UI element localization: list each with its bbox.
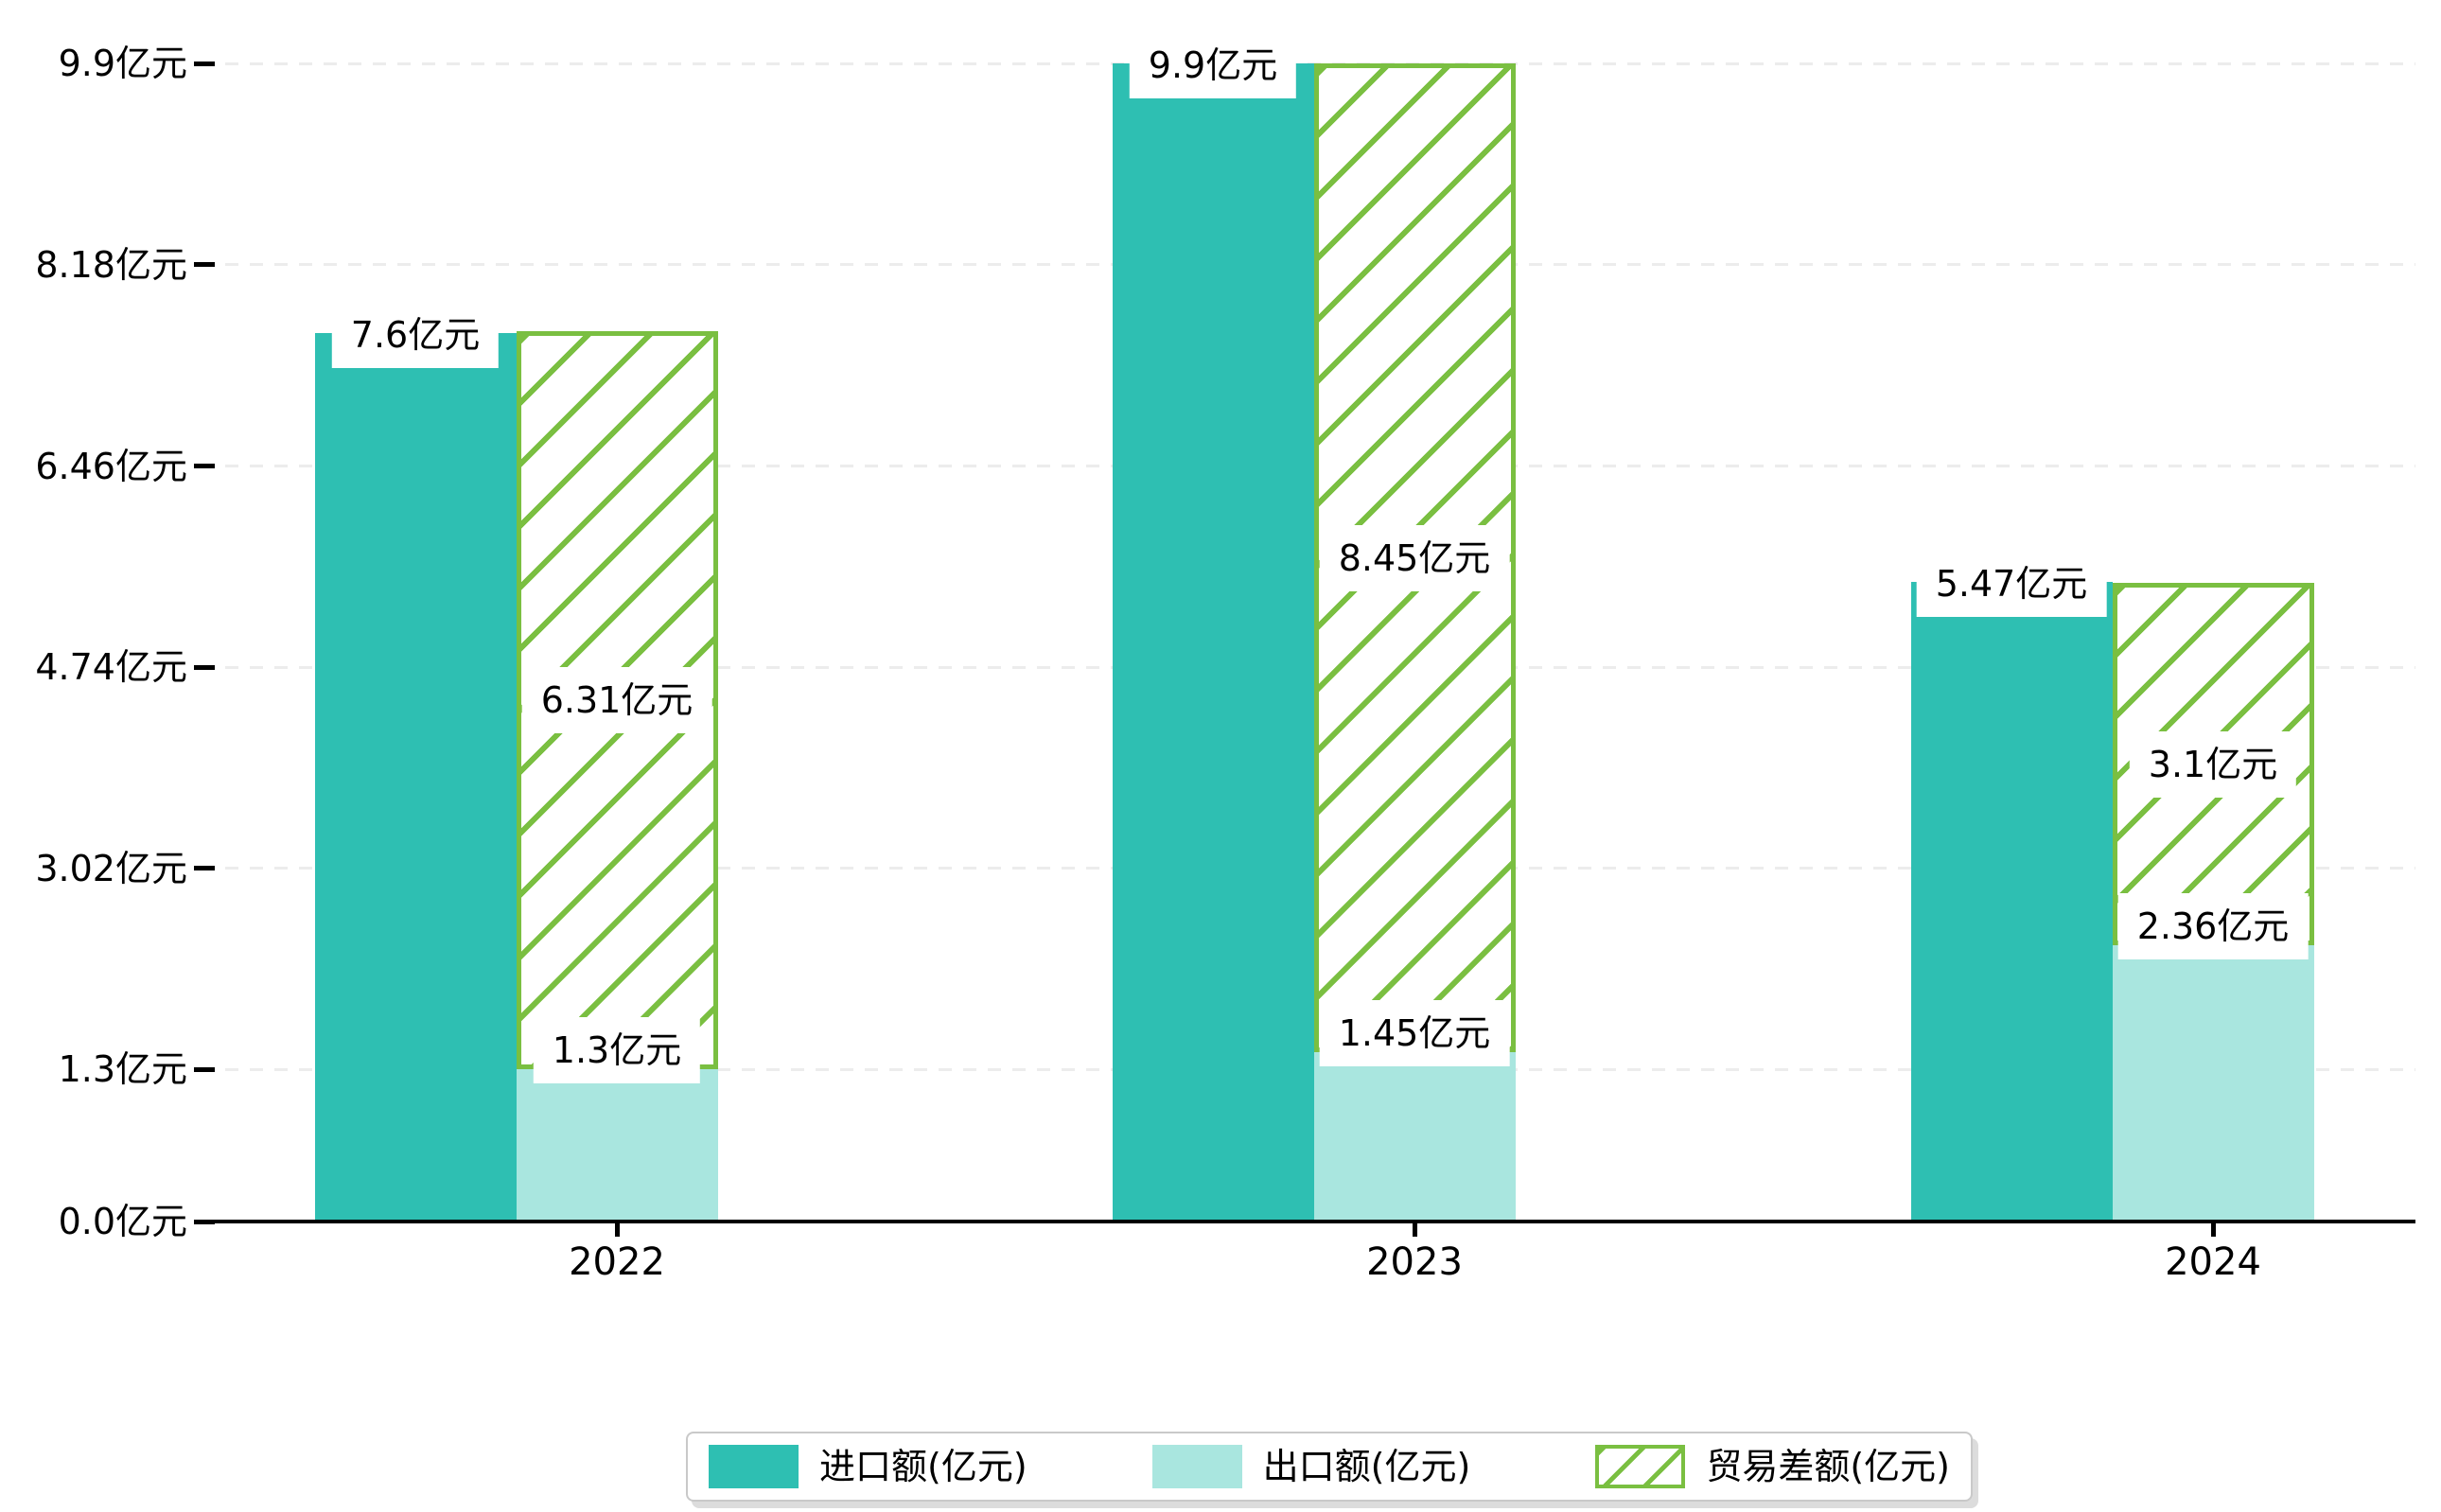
- y-axis-label: 0.0亿元: [58, 1201, 187, 1242]
- bar-import: [314, 332, 517, 1222]
- y-axis-label: 1.3亿元: [58, 1048, 187, 1091]
- value-label-import: 9.9亿元: [1129, 32, 1297, 99]
- value-label-export: 1.45亿元: [1319, 999, 1510, 1066]
- bar-import: [1910, 581, 2113, 1222]
- legend-box: 进口额(亿元) 出口额(亿元) 贸易差额(亿元): [686, 1432, 1973, 1502]
- value-label-trade-balance: 6.31亿元: [521, 667, 712, 734]
- legend-swatch-trade-balance-hatch-icon: [1595, 1445, 1686, 1488]
- legend-swatch-export: [1151, 1445, 1242, 1488]
- value-label-export: 1.3亿元: [533, 1017, 701, 1084]
- y-axis-label: 8.18亿元: [35, 243, 187, 286]
- x-axis-tick-mark: [1412, 1223, 1417, 1237]
- bar-export: [516, 1069, 718, 1222]
- y-axis-tick-mark: [194, 262, 215, 268]
- y-axis-label: 3.02亿元: [35, 847, 187, 889]
- x-axis-label: 2023: [1366, 1240, 1463, 1284]
- x-axis-label: 2024: [2165, 1240, 2261, 1284]
- bar-export: [1313, 1051, 1516, 1222]
- x-axis-tick-mark: [614, 1223, 620, 1237]
- value-label-import: 5.47亿元: [1916, 550, 2107, 617]
- y-axis-tick-mark: [194, 61, 215, 66]
- y-axis-tick-mark: [194, 1066, 215, 1072]
- legend-swatch-import: [709, 1445, 799, 1488]
- x-axis-tick-mark: [2210, 1223, 2216, 1237]
- y-axis-tick-mark: [194, 664, 215, 670]
- bar-export: [2112, 945, 2314, 1222]
- y-axis-label: 9.9亿元: [58, 43, 187, 85]
- legend-item-import: 进口额(亿元): [709, 1445, 1027, 1488]
- y-axis-tick-mark: [194, 464, 215, 469]
- value-label-trade-balance: 8.45亿元: [1319, 524, 1510, 591]
- y-axis-tick-mark: [194, 866, 215, 871]
- legend-item-export: 出口额(亿元): [1151, 1445, 1471, 1488]
- bar-import: [1112, 63, 1314, 1222]
- x-axis-label: 2022: [569, 1240, 665, 1284]
- legend-label-import: 进口额(亿元): [819, 1446, 1027, 1487]
- legend-item-trade-balance: 贸易差额(亿元): [1595, 1445, 1950, 1488]
- legend-label-trade-balance: 贸易差额(亿元): [1706, 1446, 1950, 1487]
- y-axis-label: 4.74亿元: [35, 646, 187, 689]
- value-label-import: 7.6亿元: [331, 301, 500, 368]
- value-label-export: 2.36亿元: [2117, 893, 2309, 960]
- value-label-trade-balance: 3.1亿元: [2129, 730, 2297, 798]
- x-axis-line: [201, 1220, 2415, 1223]
- y-axis-label: 6.46亿元: [35, 445, 187, 487]
- legend-label-export: 出口额(亿元): [1262, 1446, 1471, 1487]
